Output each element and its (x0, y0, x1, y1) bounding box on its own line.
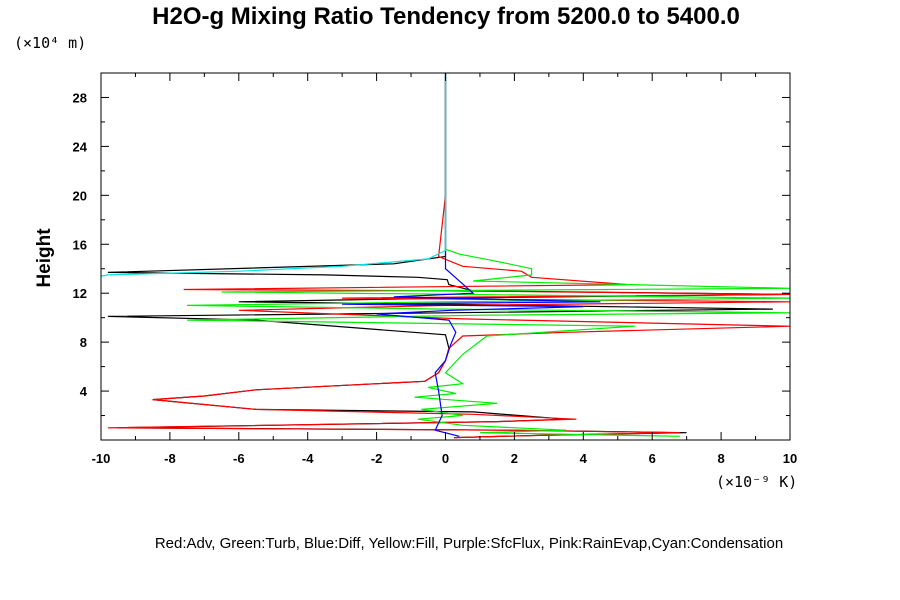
y-tick-label: 4 (80, 384, 88, 399)
x-tick-label: -10 (92, 451, 111, 466)
x-tick-label: -2 (371, 451, 383, 466)
x-unit-label: (×10⁻⁹ K) (716, 473, 797, 491)
x-tick-label: 8 (717, 451, 724, 466)
y-tick-label: 12 (73, 286, 87, 301)
y-axis-label: Height (34, 228, 55, 288)
x-tick-label: -8 (164, 451, 176, 466)
x-tick-label: -4 (302, 451, 314, 466)
x-tick-label: 4 (580, 451, 588, 466)
y-tick-label: 16 (73, 237, 87, 252)
series-line-3 (187, 73, 791, 437)
series-line-5 (100, 73, 447, 277)
legend-text: Red:Adv, Green:Turb, Blue:Diff, Yellow:F… (155, 535, 783, 552)
series-layer (100, 73, 791, 439)
y-tick-label: 8 (80, 335, 87, 350)
y-tick-label: 24 (73, 139, 88, 154)
series-line-2 (107, 73, 791, 439)
y-tick-label: 28 (73, 90, 87, 105)
x-tick-label: -6 (233, 451, 245, 466)
x-tick-label: 10 (783, 451, 797, 466)
x-tick-label: 0 (442, 451, 449, 466)
y-unit-label: (×10⁴ m) (14, 34, 86, 52)
x-tick-label: 6 (649, 451, 656, 466)
y-tick-label: 20 (73, 188, 87, 203)
chart-title: H2O-g Mixing Ratio Tendency from 5200.0 … (152, 3, 740, 30)
x-tick-label: 2 (511, 451, 518, 466)
series-line-1 (107, 73, 791, 439)
series-line-4 (342, 73, 601, 437)
